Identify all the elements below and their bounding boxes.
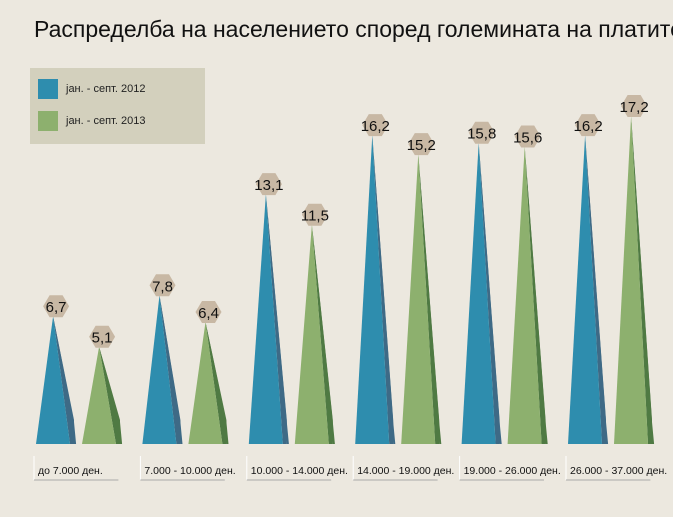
bar-1-4 bbox=[507, 146, 542, 444]
value-badge-1-1 bbox=[195, 300, 222, 323]
value-badge-0-5 bbox=[575, 114, 602, 137]
value-badge-0-1 bbox=[149, 274, 176, 297]
data-label-1-1: 6,4 bbox=[198, 305, 219, 322]
bar-1-3 bbox=[401, 154, 436, 445]
legend-item-2012: јан. - септ. 2012 bbox=[38, 79, 145, 99]
value-badge-0-3 bbox=[362, 114, 389, 137]
value-badge-1-5 bbox=[621, 95, 648, 117]
data-label-0-2: 13,1 bbox=[254, 177, 283, 194]
bar-side-face-1-3 bbox=[418, 154, 440, 445]
data-label-1-3: 15,2 bbox=[407, 137, 436, 154]
bar-side-face-0-3 bbox=[372, 135, 394, 444]
category-label-1: 7.000 - 10.000 ден. bbox=[144, 465, 235, 477]
data-label-1-2: 11,5 bbox=[301, 208, 329, 225]
value-badge-1-2 bbox=[301, 203, 328, 226]
bar-side-face-0-0 bbox=[53, 316, 74, 444]
data-label-1-5: 17,2 bbox=[619, 99, 648, 116]
category-label-5: 26.000 - 37.000 ден. bbox=[570, 465, 667, 477]
value-badge-0-4 bbox=[468, 121, 495, 144]
bar-0-5 bbox=[568, 135, 602, 444]
bar-1-0 bbox=[82, 346, 116, 444]
data-label-1-4: 15,6 bbox=[513, 130, 542, 147]
bar-side-face-0-2 bbox=[265, 194, 287, 444]
bar-1-5 bbox=[614, 116, 648, 444]
value-badge-1-3 bbox=[408, 133, 435, 156]
bar-0-3 bbox=[355, 135, 390, 444]
bar-side-face-0-1 bbox=[159, 295, 181, 444]
bar-side-face-1-5 bbox=[631, 116, 652, 444]
bar-1-2 bbox=[294, 224, 329, 444]
value-badge-1-0 bbox=[89, 325, 116, 348]
bar-side-face-1-1 bbox=[205, 321, 227, 444]
data-label-0-3: 16,2 bbox=[361, 118, 390, 135]
bar-1-1 bbox=[188, 321, 223, 444]
bar-0-2 bbox=[248, 194, 283, 444]
data-label-0-0: 6,7 bbox=[46, 299, 67, 316]
data-label-0-1: 7,8 bbox=[152, 278, 173, 295]
bar-side-face-1-4 bbox=[524, 146, 546, 444]
bar-side-face-1-0 bbox=[99, 346, 120, 444]
legend-item-2013: јан. - септ. 2013 bbox=[38, 111, 145, 131]
value-badge-0-0 bbox=[43, 295, 70, 318]
chart-title: Распределба на населението според големи… bbox=[34, 16, 673, 42]
legend-swatch-2012 bbox=[38, 79, 58, 99]
legend-label-2013: јан. - септ. 2013 bbox=[66, 115, 146, 127]
value-badge-1-4 bbox=[514, 125, 541, 148]
data-label-0-4: 15,8 bbox=[467, 126, 496, 143]
category-label-4: 19.000 - 26.000 ден. bbox=[464, 465, 561, 477]
category-label-2: 10.000 - 14.000 ден. bbox=[251, 465, 348, 477]
legend-swatch-2013 bbox=[38, 111, 58, 131]
bar-0-0 bbox=[36, 316, 70, 444]
bar-side-face-0-5 bbox=[585, 135, 606, 444]
value-badge-0-2 bbox=[255, 173, 282, 196]
bar-0-1 bbox=[142, 295, 177, 444]
legend-label-2012: јан. - септ. 2012 bbox=[66, 83, 146, 95]
bar-0-4 bbox=[461, 142, 496, 444]
data-label-0-5: 16,2 bbox=[573, 118, 602, 135]
bar-side-face-1-2 bbox=[311, 224, 333, 444]
legend: јан. - септ. 2012 јан. - септ. 2013 bbox=[30, 68, 205, 144]
category-label-3: 14.000 - 19.000 ден. bbox=[357, 465, 454, 477]
data-label-1-0: 5,1 bbox=[92, 330, 113, 347]
bar-side-face-0-4 bbox=[478, 142, 500, 444]
category-label-0: до 7.000 ден. bbox=[38, 465, 103, 477]
